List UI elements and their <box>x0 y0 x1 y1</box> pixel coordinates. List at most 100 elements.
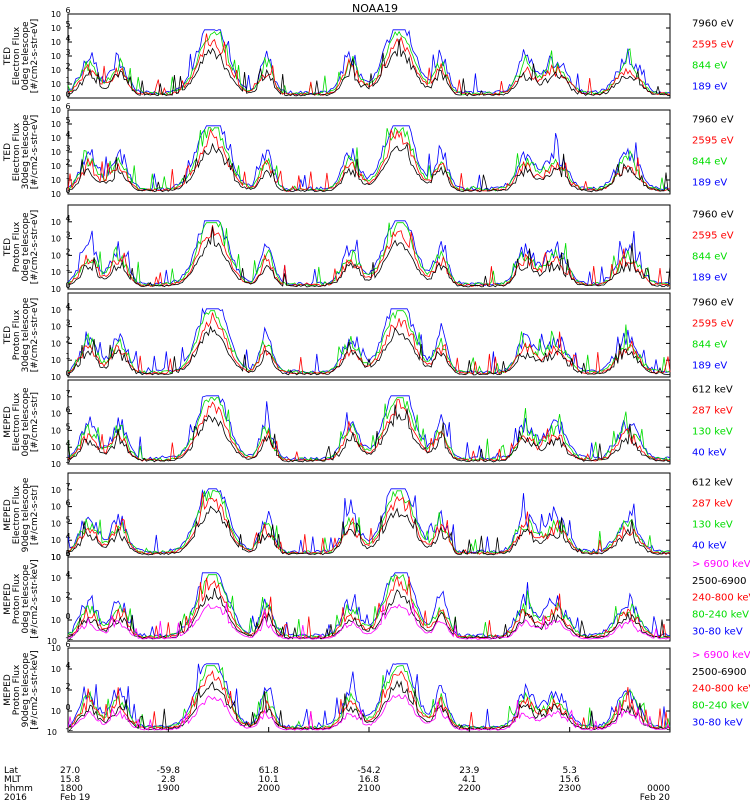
panel-3-legend-0: 7960 eV <box>692 298 734 309</box>
xaxis-hhmm-label-2: 2000 <box>257 784 280 794</box>
panel-1-ylabel-1: Electron Flux <box>12 122 22 181</box>
panel-3-trace-7960-ev <box>67 325 671 376</box>
panel-0-ytick-label-2: 10 <box>51 66 61 75</box>
panel-7-ytick-exp-1: 0 <box>66 703 71 712</box>
panel-1-ytick-label-1: 10 <box>51 176 61 185</box>
xaxis-mlt-label-1: 2.8 <box>161 775 176 785</box>
xaxis-hhmm-label-4: 2200 <box>458 784 481 794</box>
panel-5-ytick-label-0: 10 <box>51 553 61 562</box>
panel-3-ytick-exp-4: 4 <box>66 302 71 311</box>
panel-5-trace-612-kev <box>67 505 671 556</box>
panel-3-legend-1: 2595 eV <box>692 319 734 330</box>
panel-4-ytick-exp-2: 5 <box>66 422 71 431</box>
panel-2-ytick-exp-1: 1 <box>66 264 71 273</box>
xaxis-row-label-3: 2016 <box>4 793 27 800</box>
panel-2-legend-2: 844 eV <box>692 252 727 263</box>
panel-6-ytick-label-2: 10 <box>51 595 61 604</box>
panel-5-ylabel-2: 90deg telescope <box>21 477 31 552</box>
panel-1-legend-0: 7960 eV <box>692 115 734 126</box>
panel-7-ytick-exp-2: 2 <box>66 682 71 691</box>
panel-0-ytick-exp-1: 1 <box>66 76 71 85</box>
panel-6-legend-4: 30-80 keV <box>692 626 743 637</box>
xaxis-row-label-0: Lat <box>4 766 19 776</box>
panel-6-ytick-label-0: 10 <box>47 637 57 646</box>
panel-1-legend-2: 844 eV <box>692 157 727 168</box>
xaxis-hhmm-label-1: 1900 <box>157 784 180 794</box>
panel-6-ylabel-2: 0deg telescope <box>21 564 31 634</box>
panel-7-legend-3: 80-240 keV <box>692 700 749 711</box>
panel-1-trace-7960-ev <box>67 142 671 193</box>
xaxis-mlt-label-4: 4.1 <box>462 775 476 785</box>
panel-3-trace-189-ev <box>68 307 671 375</box>
xaxis-row-label-1: MLT <box>4 775 22 785</box>
panel-5-ytick-label-2: 10 <box>51 519 61 528</box>
panel-5-ylabel-0: MEPED <box>3 499 13 531</box>
panel-5-legend-3: 40 keV <box>692 541 726 552</box>
panel-7-ytick-exp-3: 4 <box>66 661 71 670</box>
panel-0-frame <box>67 13 671 99</box>
panel-0-legend-1: 2595 eV <box>692 40 734 51</box>
panel-4-legend-1: 287 keV <box>692 406 733 417</box>
panel-4-ylabel-0: MEPED <box>3 406 13 438</box>
panel-5-ytick-label-1: 10 <box>51 536 61 545</box>
panel-5-ytick-label-3: 10 <box>51 503 61 512</box>
panel-6-ytick-label-4: 10 <box>51 553 61 562</box>
panel-4-ylabel-1: Electron Flux <box>12 392 22 451</box>
panel-4-ytick-exp-0: 3 <box>66 456 71 465</box>
panel-7-trace-240-800-kev <box>67 670 671 730</box>
panel-0-ytick-label-5: 10 <box>51 24 61 33</box>
panel-2-trace-2595-ev <box>67 225 671 288</box>
panel-7-ytick-label-3: 10 <box>51 665 61 674</box>
panel-3-ytick-label-1: 10 <box>51 356 61 365</box>
panel-7-ytick-label-2: 10 <box>51 686 61 695</box>
panel-7-ytick-label-0: 10 <box>47 728 57 737</box>
panel-5-ylabel-1: Electron Flux <box>12 485 22 544</box>
panel-0-legend-0: 7960 eV <box>692 19 734 30</box>
panel-1-trace-2595-ev <box>67 128 671 192</box>
panel-2-ytick-label-4: 10 <box>51 218 61 227</box>
panel-5-legend-0: 612 keV <box>692 478 733 489</box>
panel-3-ytick-label-3: 10 <box>51 323 61 332</box>
xaxis-hhmm-label-3: 2100 <box>358 784 381 794</box>
panel-2-ytick-exp-2: 2 <box>66 247 71 256</box>
panel-4-ytick-label-3: 10 <box>51 410 61 419</box>
panel-0-ylabel-3: [#/cm2-s-str-eV] <box>30 19 40 94</box>
panel-5-legend-1: 287 keV <box>692 499 733 510</box>
panel-7-ylabel-0: MEPED <box>3 674 13 706</box>
chart-title: NOAA19 <box>351 2 399 15</box>
panel-3-ylabel-1: Proton Flux <box>12 309 22 360</box>
panel-7-ytick-label-1: 10 <box>51 707 61 716</box>
xaxis-date-label-6: Feb 20 <box>640 793 671 800</box>
panel-4-legend-2: 130 keV <box>692 427 733 438</box>
panel-0-ylabel-2: 0deg telescope <box>21 21 31 91</box>
panel-6-legend-1: 2500-6900 <box>692 576 747 587</box>
panel-2-ytick-label-3: 10 <box>51 235 61 244</box>
panel-6-trace-30-80-kev <box>68 572 671 638</box>
panel-0-ytick-label-4: 10 <box>51 38 61 47</box>
panel-4-ytick-exp-4: 7 <box>66 389 71 398</box>
panel-4-trace-612-kev <box>67 404 671 463</box>
panel-2-ylabel-0: TED <box>3 238 13 257</box>
panel-6-trace-2500-6900 <box>67 588 671 640</box>
panel-3-ylabel-2: 30deg telescope <box>21 297 31 372</box>
panel-5-ytick-exp-4: 7 <box>66 482 71 491</box>
panel-6-legend-0: > 6900 keV <box>692 559 750 570</box>
panel-4-ytick-label-1: 10 <box>51 443 61 452</box>
panel-4-ytick-label-2: 10 <box>51 426 61 435</box>
panel-2-legend-3: 189 eV <box>692 273 727 284</box>
panel-2-ytick-label-1: 10 <box>51 268 61 277</box>
panel-3-ytick-exp-2: 2 <box>66 335 71 344</box>
panel-1-ytick-label-5: 10 <box>51 120 61 129</box>
xaxis-mlt-label-3: 16.8 <box>359 775 379 785</box>
panel-3-frame <box>67 292 671 378</box>
panel-1-trace-844-ev <box>67 126 671 192</box>
panel-3-legend-3: 189 eV <box>692 361 727 372</box>
panel-0-ylabel-1: Electron Flux <box>12 26 22 85</box>
panel-7-ylabel-2: 90deg telescope <box>21 652 31 727</box>
panel-3-ylabel-0: TED <box>3 326 13 345</box>
panel-5-ytick-exp-2: 5 <box>66 515 71 524</box>
panel-7-ylabel-3: [#/cm2-s-str-keV] <box>30 650 40 729</box>
panel-1-ylabel-0: TED <box>3 143 13 162</box>
panel-5-ylabel-3: [#/cm2-s-str] <box>30 485 40 545</box>
